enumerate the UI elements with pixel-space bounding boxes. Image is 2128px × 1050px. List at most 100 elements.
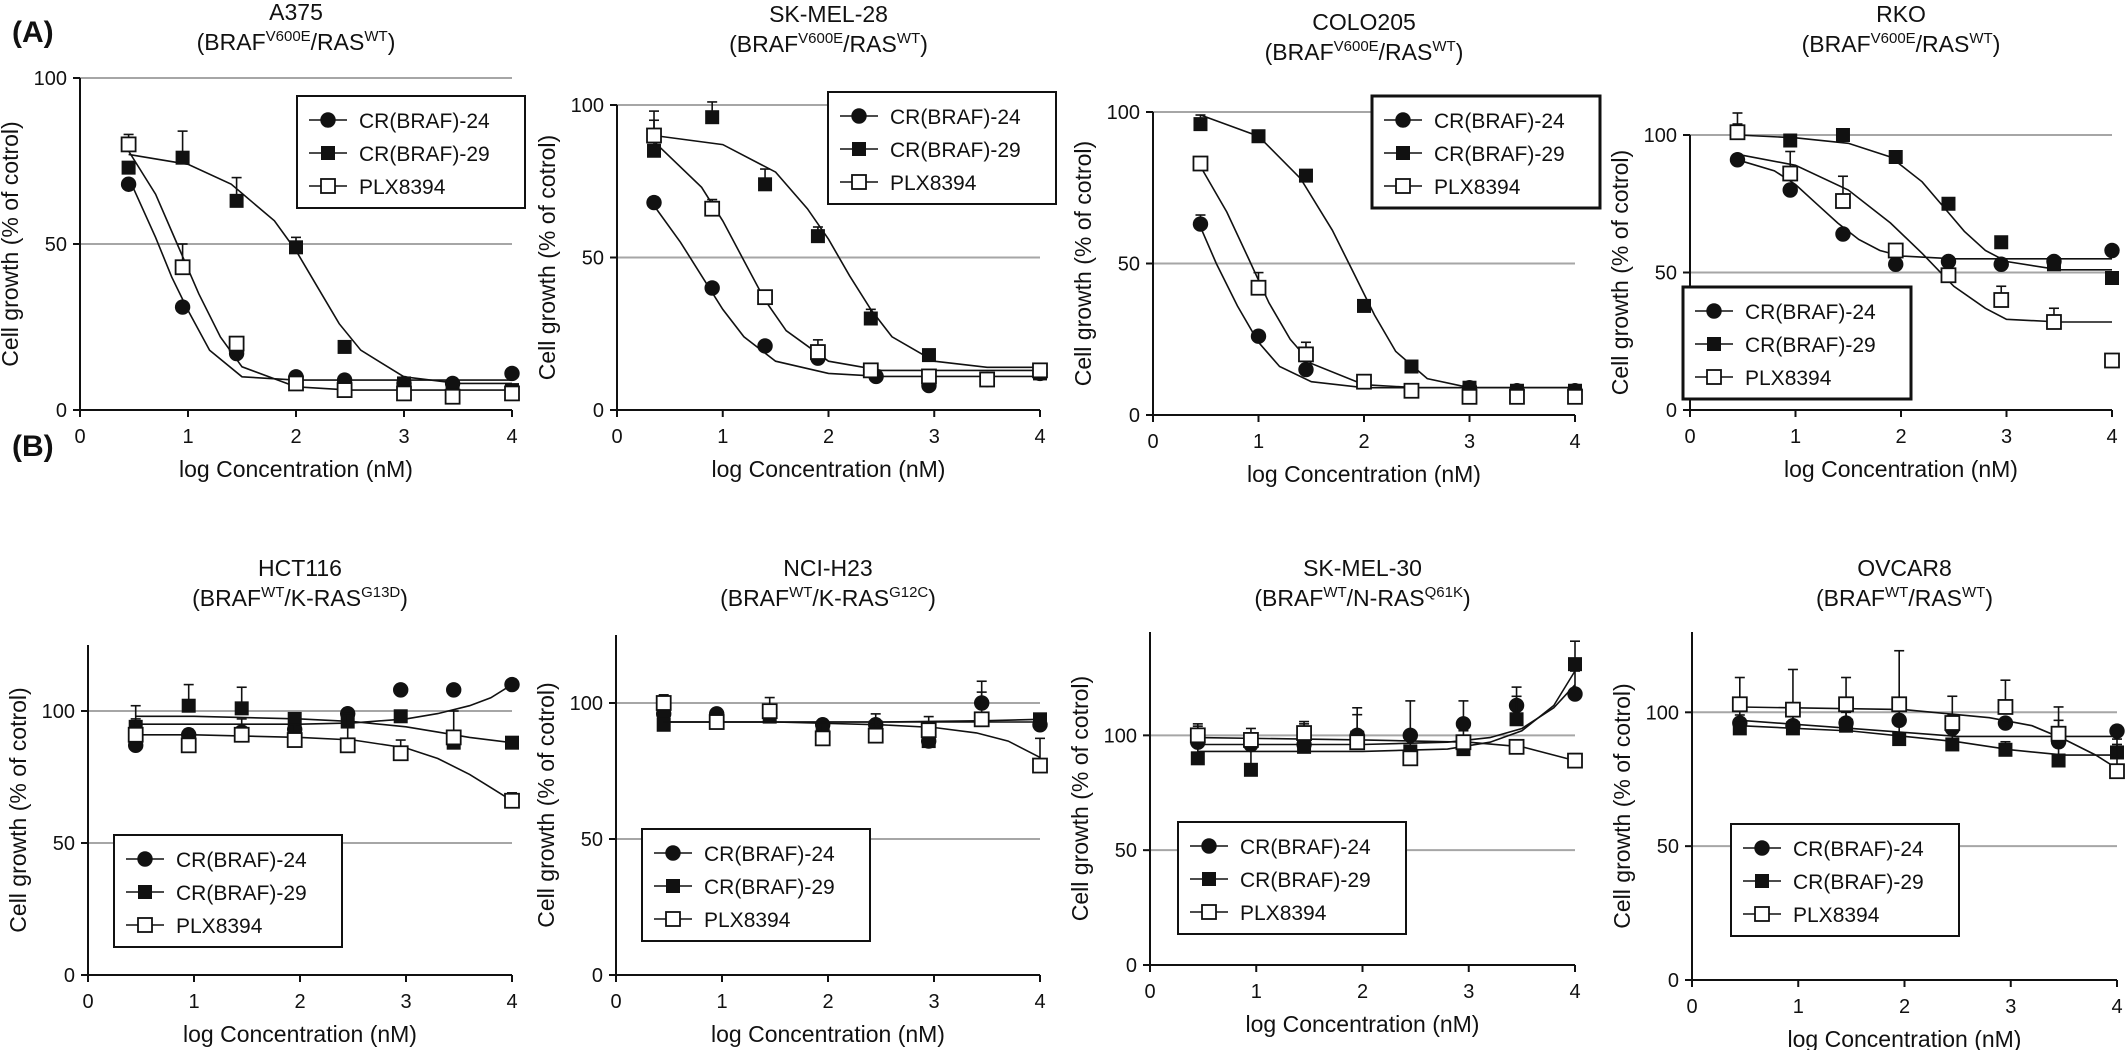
legend-entry: CR(BRAF)-24 (359, 110, 490, 133)
data-point (1455, 716, 1472, 732)
chart-title: SK-MEL-28 (769, 1, 888, 27)
x-tick-label: 3 (1463, 981, 1474, 1003)
subtitle-text: (BRAF (1816, 585, 1885, 611)
data-point (1835, 226, 1851, 242)
data-point (1945, 737, 1960, 752)
legend-entry: CR(BRAF)-29 (1240, 869, 1371, 892)
data-point (1782, 182, 1798, 198)
chart-subtitle: (BRAFV600E/RASWT) (1265, 38, 1464, 65)
y-axis-label: Cell growth (% of cotrol) (0, 121, 23, 366)
x-axis-label: log Concentration (nM) (1246, 1011, 1480, 1037)
x-tick-label: 1 (1251, 981, 1262, 1003)
data-point (396, 385, 412, 402)
chart-title: COLO205 (1312, 9, 1416, 35)
legend-marker (320, 178, 336, 194)
data-point (656, 717, 671, 732)
data-point (1243, 762, 1258, 777)
y-tick-label: 50 (53, 833, 75, 855)
x-tick-label: 4 (2106, 426, 2117, 448)
legend: CR(BRAF)-24 CR(BRAF)-29 PLX8394 (1730, 823, 1960, 937)
legend-marker (137, 917, 153, 933)
legend-entry: CR(BRAF)-29 (176, 882, 307, 905)
data-point (1298, 168, 1313, 183)
x-tick-label: 2 (822, 991, 833, 1013)
data-point (1892, 732, 1907, 747)
data-point (921, 368, 937, 385)
legend-entry: PLX8394 (704, 909, 791, 932)
fit-curve (1737, 153, 2112, 323)
x-tick-label: 0 (1686, 996, 1697, 1018)
y-axis-label: Cell growth (% of cotrol) (1067, 676, 1093, 921)
legend-entry: CR(BRAF)-24 (890, 106, 1021, 129)
data-point (2109, 723, 2125, 739)
y-tick-label: 100 (1107, 102, 1140, 124)
y-tick-label: 0 (56, 400, 67, 422)
data-point (1835, 128, 1850, 142)
data-point (1243, 732, 1259, 748)
legend-marker (665, 845, 681, 861)
data-point (174, 299, 191, 315)
data-point (1455, 734, 1472, 751)
y-axis-label: Cell growth (% of cotrol) (1070, 141, 1096, 386)
subtitle-superscript: WT (1885, 584, 1908, 601)
y-tick-label: 50 (45, 234, 67, 256)
data-point (1568, 657, 1582, 672)
data-point (1731, 696, 1748, 713)
x-tick-label: 1 (717, 426, 728, 448)
fit-curve (127, 150, 512, 391)
data-point (1891, 712, 1907, 729)
data-point (1402, 750, 1419, 767)
data-point (1250, 279, 1267, 296)
y-tick-label: 0 (64, 965, 75, 987)
data-point (1567, 686, 1583, 702)
chart-subtitle: (BRAFWT/K-RASG13D) (192, 584, 408, 611)
legend: CR(BRAF)-24 CR(BRAF)-29 PLX8394 (827, 91, 1057, 205)
chart-title: SK-MEL-30 (1303, 555, 1422, 581)
x-axis-label: log Concentration (nM) (712, 456, 946, 482)
data-point (2046, 314, 2062, 330)
legend: CR(BRAF)-24 CR(BRAF)-29 PLX8394 (296, 95, 526, 209)
chart-subtitle: (BRAFWT/RASWT) (1816, 584, 1993, 611)
data-point (229, 193, 244, 208)
y-tick-label: 100 (1644, 125, 1677, 147)
data-point (757, 289, 773, 306)
chart-subtitle: (BRAFV600E/RASWT) (197, 28, 396, 55)
chart-title: NCI-H23 (783, 555, 872, 581)
data-point (120, 136, 137, 153)
data-point (1839, 718, 1854, 733)
subtitle-superscript: V600E (798, 30, 843, 47)
data-point (1785, 701, 1801, 718)
data-point (337, 339, 352, 354)
fit-curve (1739, 719, 2117, 738)
data-point (920, 722, 937, 739)
subtitle-superscript: Q61K (1425, 584, 1463, 601)
series-1 (1732, 711, 2124, 768)
legend-marker (1395, 112, 1411, 128)
fit-curve (1197, 670, 1576, 753)
legend-marker (1201, 904, 1217, 920)
x-tick-label: 3 (2001, 426, 2012, 448)
data-point (1190, 751, 1205, 766)
data-point (863, 311, 878, 326)
data-point (810, 344, 826, 360)
fit-curve (1199, 166, 1575, 389)
data-point (2051, 753, 2066, 768)
chart-subtitle: (BRAFV600E/RASWT) (729, 30, 928, 57)
data-point (1508, 738, 1525, 755)
data-point (810, 229, 825, 244)
series-2 (1729, 112, 2120, 369)
data-point (1785, 721, 1800, 736)
data-point (1838, 696, 1854, 713)
data-point (1509, 388, 1525, 405)
legend-marker (320, 112, 336, 128)
data-point (174, 259, 191, 276)
legend-entry: PLX8394 (176, 915, 263, 938)
data-point (504, 385, 520, 402)
subtitle-superscript: WT (1323, 584, 1346, 601)
subtitle-text: ) (400, 585, 408, 611)
legend-marker (851, 174, 867, 190)
chart-title: HCT116 (258, 555, 342, 581)
data-point (1404, 359, 1419, 374)
chart-subtitle: (BRAFWT/K-RASG12C) (720, 584, 936, 611)
